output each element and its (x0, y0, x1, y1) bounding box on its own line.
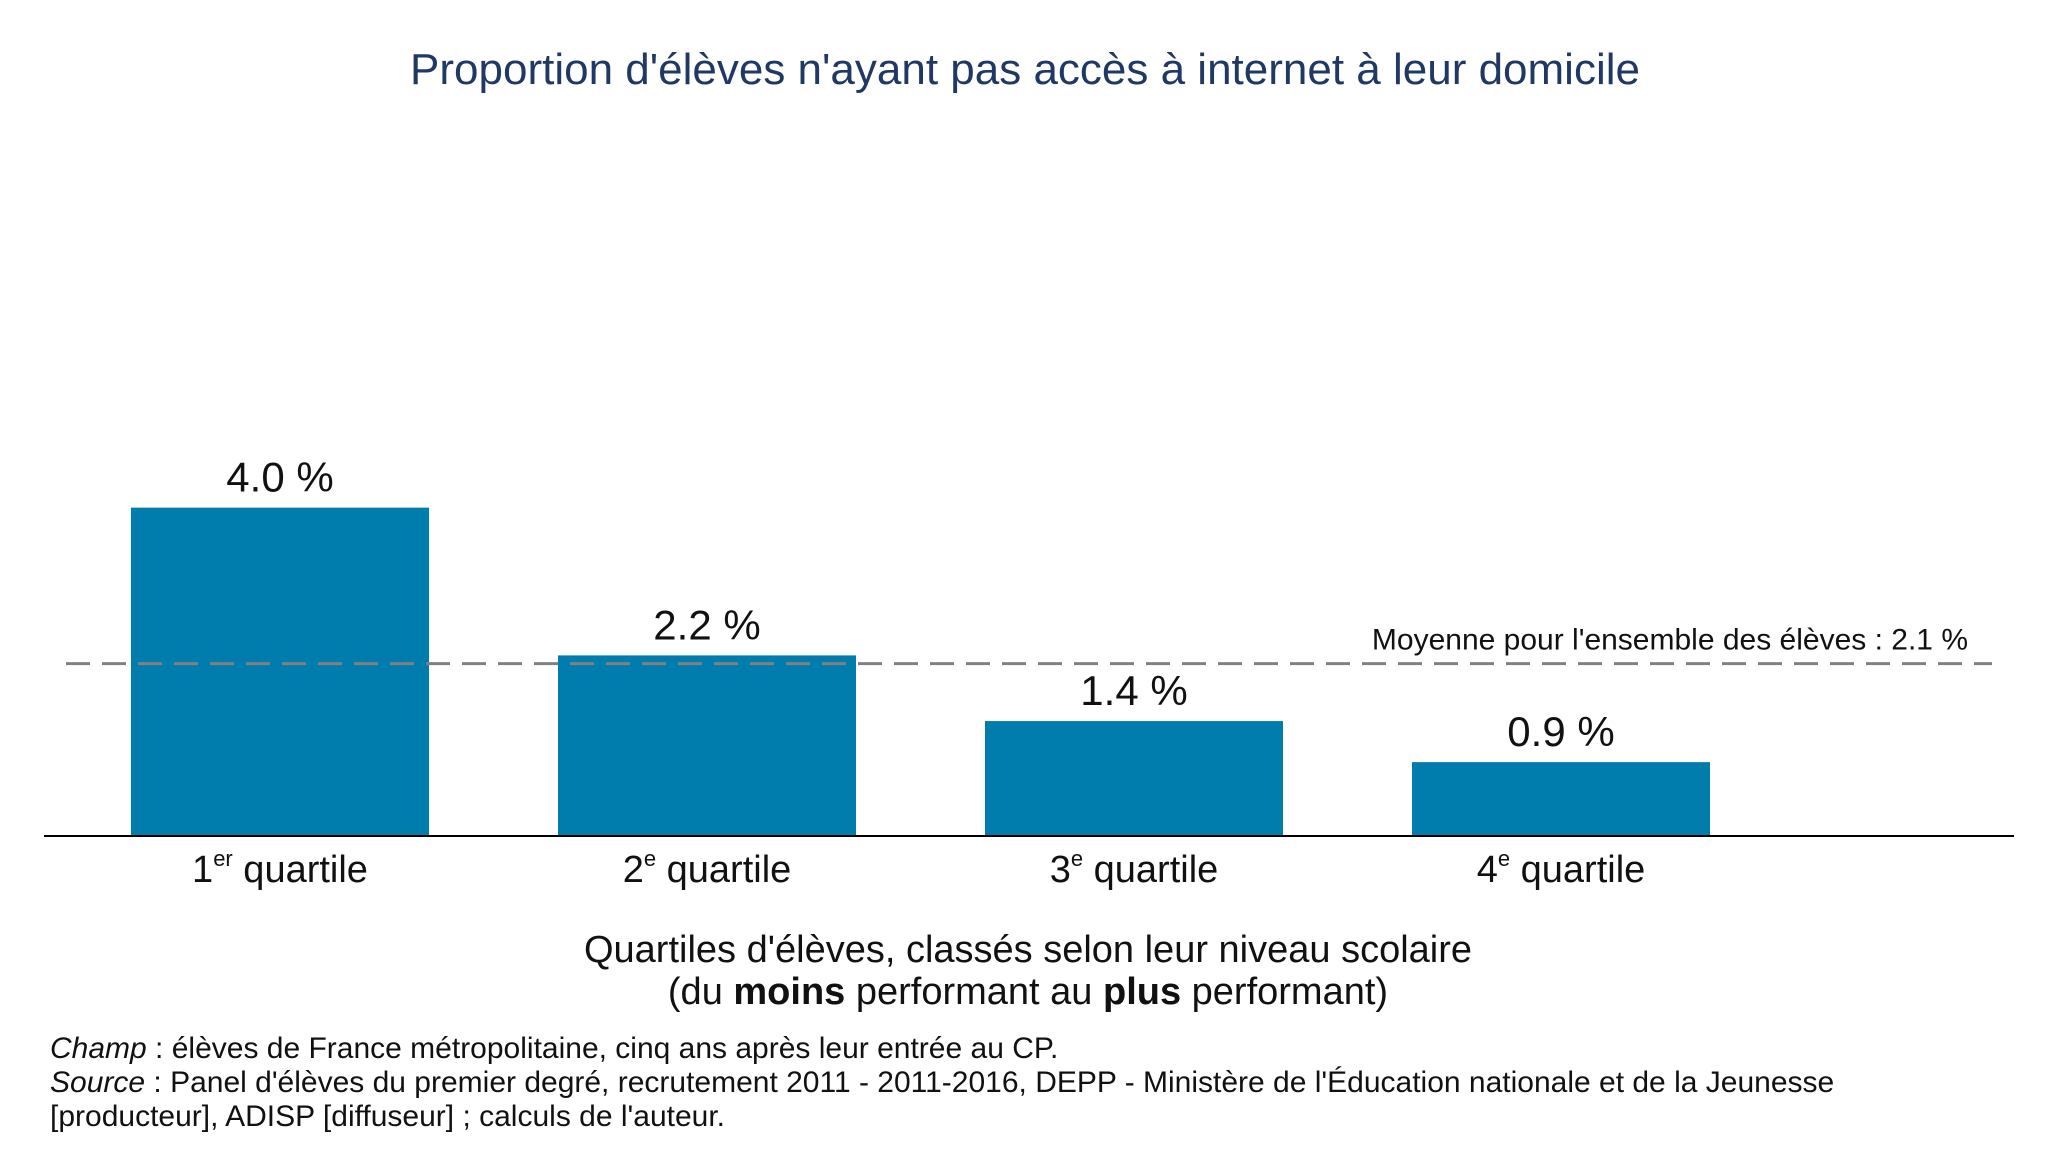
note-champ-label: Champ (50, 1032, 147, 1065)
bar-value-label-1: 4.0 % (226, 454, 333, 501)
bar-4 (1412, 762, 1710, 836)
tick-label-4: 4e quartile (1477, 846, 1646, 891)
tick-label-2: 2e quartile (623, 846, 792, 891)
x-axis-title-post: performant) (1181, 971, 1388, 1013)
note-source-line2: [producteur], ADISP [diffuseur] ; calcul… (50, 1100, 725, 1133)
bar-3 (985, 721, 1283, 836)
bar-2 (558, 655, 856, 836)
tick-label-3: 3e quartile (1050, 846, 1219, 891)
chart-title: Proportion d'élèves n'ayant pas accès à … (410, 45, 1640, 94)
bar-labels-group: 4.0 % 2.2 % 1.4 % 0.9 % (226, 454, 1614, 755)
x-axis-title-mid: performant au (845, 971, 1103, 1013)
bar-1 (131, 507, 429, 836)
x-axis-title-line2: (du moins performant au plus performant) (668, 971, 1388, 1013)
bar-value-label-3: 1.4 % (1080, 667, 1187, 714)
note-champ-text: : élèves de France métropolitaine, cinq … (147, 1032, 1059, 1065)
x-axis-title-pre: (du (668, 971, 733, 1013)
tick-labels-group: 1er quartile 2e quartile 3e quartile 4e qua… (192, 846, 1645, 891)
x-axis-title-bold-moins: moins (733, 971, 845, 1013)
note-champ: Champ : élèves de France métropolitaine,… (50, 1032, 1058, 1065)
note-source-label: Source (50, 1066, 145, 1099)
note-source-text: : Panel d'élèves du premier degré, recru… (145, 1066, 1834, 1099)
bar-value-label-2: 2.2 % (653, 601, 760, 648)
x-axis-title-bold-plus: plus (1103, 971, 1181, 1013)
note-source: Source : Panel d'élèves du premier degré… (50, 1066, 1834, 1099)
tick-label-1: 1er quartile (192, 846, 368, 891)
bar-value-label-4: 0.9 % (1507, 708, 1614, 755)
x-axis-title-line1: Quartiles d'élèves, classés selon leur n… (584, 929, 1472, 971)
average-label: Moyenne pour l'ensemble des élèves : 2.1… (1372, 624, 1968, 657)
bars-group (131, 507, 1710, 836)
